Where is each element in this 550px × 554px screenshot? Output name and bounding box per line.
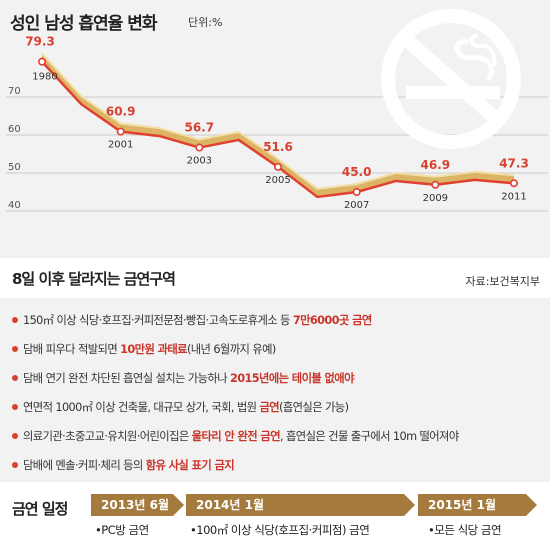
arrow-right-icon [404,494,415,516]
source-note: 자료:보건복지부 [465,275,540,288]
bullet-icon [12,375,18,381]
note-text: 150㎡ 이상 식당·호프집·커피전문점·빵집·고속도로휴게소 등 [23,314,293,327]
arrow-right-icon [173,494,184,516]
note-text: (내년 6월까지 유예) [186,343,276,356]
highlight-text: 10만원 과태료 [120,343,187,356]
regulation-list: 150㎡ 이상 식당·호프집·커피전문점·빵집·고속도로휴게소 등 7만6000… [0,298,550,482]
data-points [37,57,518,197]
data-label: 47.3 [499,156,529,170]
schedule-date: 2014년 1월 [196,498,265,512]
y-tick-label: 70 [8,86,21,97]
schedule-item: •100㎡ 이상 식당(호프집·커피점) 금연 [190,523,370,537]
x-tick-label: 1980 [32,72,57,83]
data-point [37,57,46,66]
bullet-icon [12,317,18,323]
schedule-date: 2015년 1월 [428,498,497,512]
data-point [352,188,361,197]
y-tick-label: 40 [8,200,21,211]
list-item: 담배 연기 완전 차단된 흡연실 설치는 가능하나 2015년에는 테이블 없애… [12,370,354,386]
list-item: 담배에 멘솔·커피·체리 등의 함유 사실 표기 금지 [12,457,235,473]
data-label: 56.7 [185,121,215,135]
data-label: 45.0 [342,165,372,179]
schedule-date: 2013년 6월 [101,498,170,512]
highlight-text: 함유 사실 표기 금지 [145,459,235,472]
smoking-rate-chart: 70 60 50 40 79.3 1980 60.9 2001 56.7 2003 51.6 200… [6,9,548,212]
highlight-text: 2015년에는 테이블 없애야 [230,372,354,385]
ribbon-highlight [41,52,515,190]
x-tick-label: 2007 [344,200,369,211]
highlight-text: 금연 [259,401,280,414]
arrow-right-icon [526,494,537,516]
data-label: 46.9 [421,158,451,172]
highlight-text: 울타리 안 완전 금연 [191,430,281,443]
bullet-icon [12,433,18,439]
schedule-label: 금연 일정 [12,500,68,518]
x-tick-label: 2009 [423,193,448,204]
x-tick-label: 2011 [501,191,526,202]
ribbon-band [41,52,515,197]
bullet-icon [12,346,18,352]
chart-title: 성인 남성 흡연율 변화 [10,14,158,34]
schedule-phase-2015: 2015년 1월 [418,494,537,516]
note-text: 연면적 1000㎡ 이상 건축물, 대규모 상가, 국회, 법원 [23,401,260,414]
note-text: , 흡연실은 건물 출구에서 10m 떨어져야 [280,430,459,443]
list-item: 연면적 1000㎡ 이상 건축물, 대규모 상가, 국회, 법원 금연(흡연실은… [12,399,349,415]
no-smoking-icon [381,9,521,149]
data-label: 79.3 [25,35,55,49]
data-point [116,127,125,136]
note-text: 담배 피우다 적발되면 [23,343,121,356]
x-tick-label: 2005 [265,175,290,186]
x-tick-label: 2001 [108,140,133,151]
highlight-text: 7만6000곳 금연 [292,314,372,327]
note-text: 담배에 멘솔·커피·체리 등의 [23,459,146,472]
x-tick-label: 2003 [187,156,212,167]
schedule-item: •PC방 금연 [95,523,149,537]
section-title: 8일 이후 달라지는 금연구역 [12,270,176,288]
note-text: 담배 연기 완전 차단된 흡연실 설치는 가능하나 [23,372,231,385]
data-point [431,180,440,189]
data-point [273,162,282,171]
data-point [195,143,204,152]
list-item: 150㎡ 이상 식당·호프집·커피전문점·빵집·고속도로휴게소 등 7만6000… [12,312,372,328]
smoking-rate-chart-panel: 70 60 50 40 79.3 1980 60.9 2001 56.7 2003 51.6 200… [0,0,550,258]
data-label: 60.9 [106,105,136,119]
chart-unit: 단위:% [188,16,223,29]
y-tick-label: 60 [8,124,21,135]
schedule-phase-2014: 2014년 1월 [186,494,415,516]
list-item: 의료기관·초중고교·유치원·어린이집은 울타리 안 완전 금연, 흡연실은 건물… [12,428,459,444]
note-text: 의료기관·초중고교·유치원·어린이집은 [23,430,192,443]
y-tick-label: 50 [8,162,21,173]
data-labels: 79.3 1980 60.9 2001 56.7 2003 51.6 2005 45.0 2007… [25,35,529,211]
list-item: 담배 피우다 적발되면 10만원 과태료(내년 6월까지 유예) [12,341,276,357]
bullet-icon [12,404,18,410]
data-label: 51.6 [263,140,293,154]
schedule-phase-2013: 2013년 6월 [91,494,184,516]
data-point [509,179,518,188]
schedule-item: •모든 식당 금연 [428,523,502,537]
bullet-icon [12,462,18,468]
note-text: (흡연실은 가능) [279,401,349,414]
